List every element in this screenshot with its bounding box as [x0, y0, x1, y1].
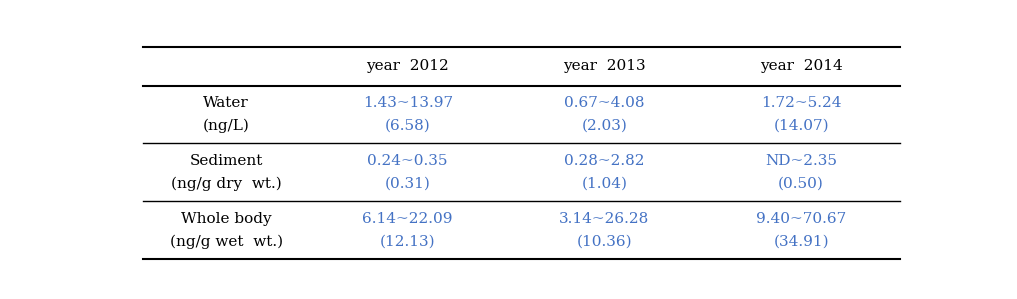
Text: Whole body
(ng/g wet  wt.): Whole body (ng/g wet wt.) [170, 211, 283, 249]
Text: 9.40~70.67
(34.91): 9.40~70.67 (34.91) [756, 212, 846, 249]
Text: 0.24~0.35
(0.31): 0.24~0.35 (0.31) [367, 154, 447, 191]
Text: ND~2.35
(0.50): ND~2.35 (0.50) [765, 154, 837, 191]
Text: year  2012: year 2012 [366, 60, 450, 74]
Text: 0.28~2.82
(1.04): 0.28~2.82 (1.04) [564, 154, 645, 191]
Text: year  2013: year 2013 [563, 60, 646, 74]
Text: Water
(ng/L): Water (ng/L) [202, 96, 249, 133]
Text: 0.67~4.08
(2.03): 0.67~4.08 (2.03) [564, 96, 645, 133]
Text: 3.14~26.28
(10.36): 3.14~26.28 (10.36) [559, 212, 650, 249]
Text: 1.43~13.97
(6.58): 1.43~13.97 (6.58) [363, 96, 453, 133]
Text: Sediment
(ng/g dry  wt.): Sediment (ng/g dry wt.) [171, 154, 282, 191]
Text: 1.72~5.24
(14.07): 1.72~5.24 (14.07) [761, 96, 841, 133]
Text: year  2014: year 2014 [760, 60, 842, 74]
Text: 6.14~22.09
(12.13): 6.14~22.09 (12.13) [362, 212, 453, 249]
